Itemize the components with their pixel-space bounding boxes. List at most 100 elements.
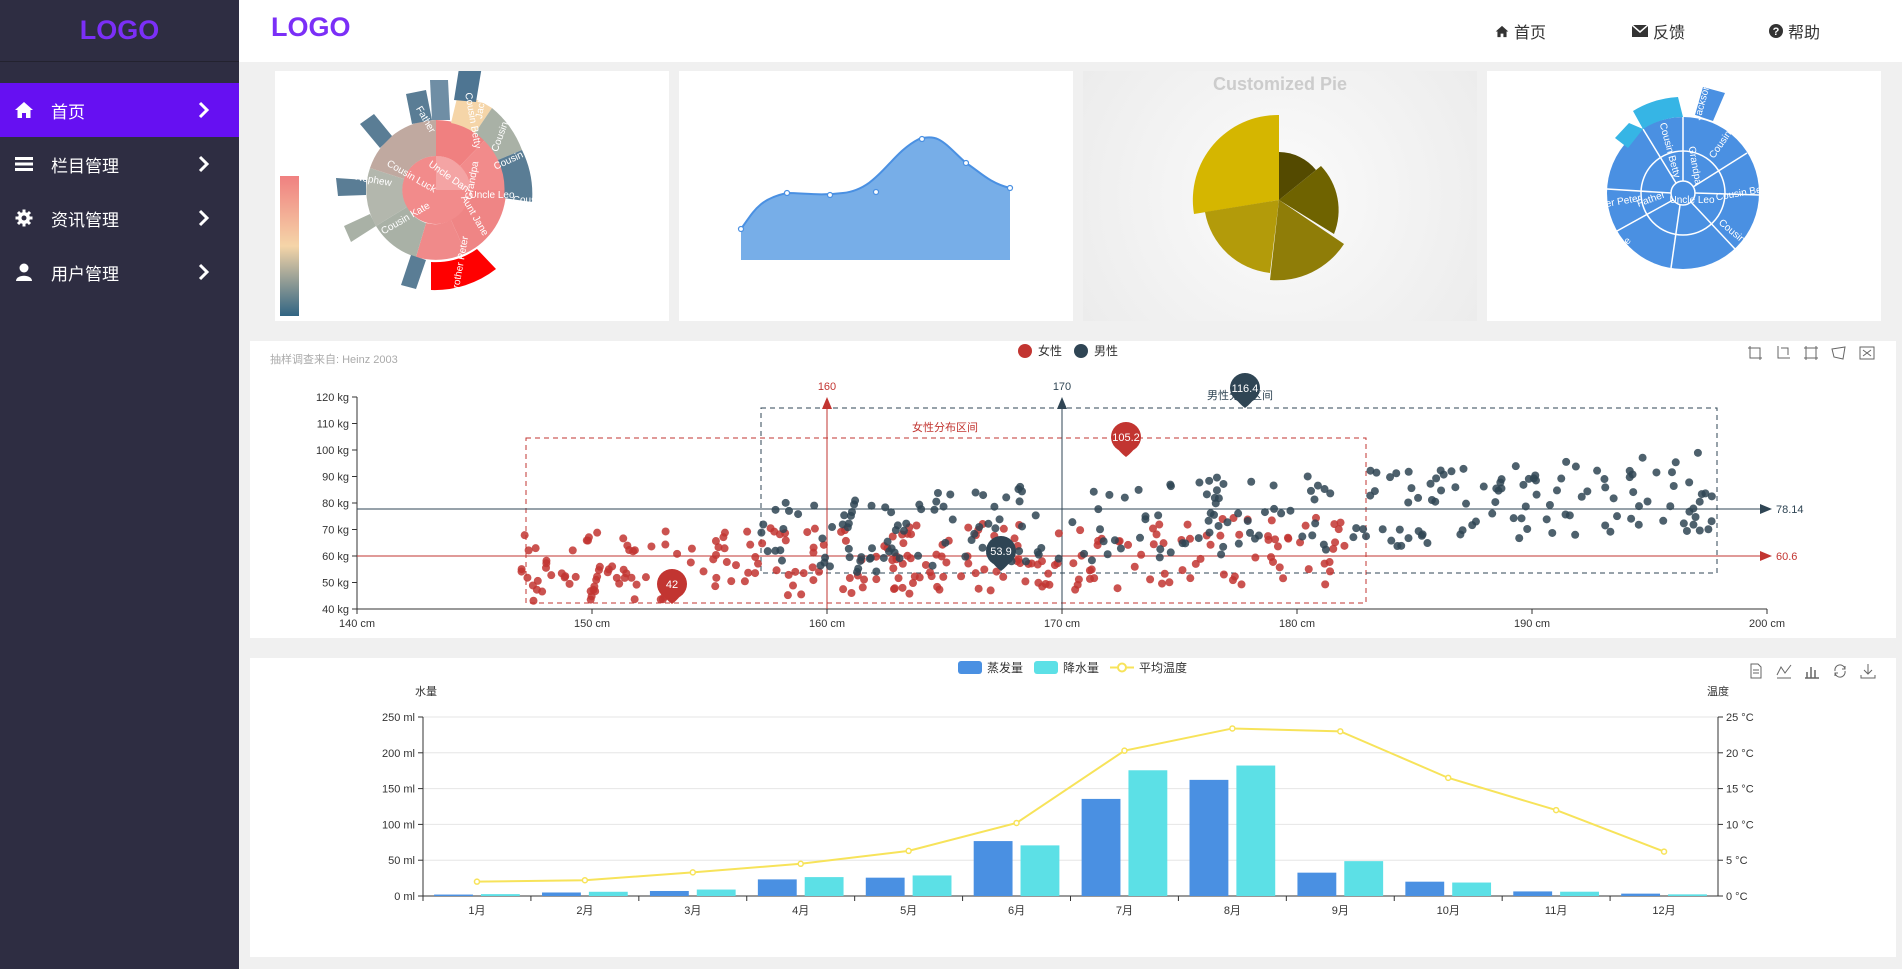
female-point[interactable]	[1158, 579, 1167, 588]
brush-clear-icon[interactable]	[1859, 345, 1877, 363]
nav-home[interactable]: 首页	[1495, 19, 1546, 43]
male-point[interactable]	[1166, 548, 1175, 557]
female-point[interactable]	[1283, 533, 1292, 542]
female-point[interactable]	[743, 527, 752, 536]
male-point[interactable]	[978, 543, 987, 552]
male-point[interactable]	[1068, 518, 1077, 527]
female-point[interactable]	[586, 587, 595, 596]
female-point[interactable]	[1074, 575, 1083, 584]
male-point[interactable]	[1372, 468, 1381, 477]
male-point[interactable]	[1685, 507, 1694, 516]
male-point[interactable]	[781, 498, 790, 507]
male-point[interactable]	[1577, 492, 1586, 501]
male-point[interactable]	[1212, 473, 1221, 482]
area-chart[interactable]	[679, 71, 1073, 321]
pie-chart[interactable]	[1083, 71, 1477, 321]
female-point[interactable]	[926, 568, 935, 577]
male-point[interactable]	[1308, 531, 1317, 540]
male-point[interactable]	[763, 547, 772, 556]
female-point[interactable]	[593, 528, 602, 537]
female-point[interactable]	[1216, 531, 1225, 540]
male-point[interactable]	[1116, 544, 1125, 553]
male-point[interactable]	[1195, 478, 1204, 487]
male-point[interactable]	[1269, 481, 1278, 490]
legend-label-male[interactable]: 男性	[1094, 344, 1119, 358]
male-point[interactable]	[1246, 528, 1255, 537]
female-point[interactable]	[1155, 520, 1164, 529]
male-point[interactable]	[984, 519, 993, 528]
female-point[interactable]	[1340, 541, 1349, 550]
female-point[interactable]	[641, 573, 650, 582]
female-point[interactable]	[1273, 542, 1282, 551]
restore-icon[interactable]	[1832, 663, 1850, 681]
male-point[interactable]	[933, 488, 942, 497]
male-point[interactable]	[816, 561, 825, 570]
male-point[interactable]	[1531, 476, 1540, 485]
male-point[interactable]	[1532, 490, 1541, 499]
female-point[interactable]	[858, 583, 867, 592]
male-point[interactable]	[1214, 494, 1223, 503]
male-point[interactable]	[1652, 468, 1661, 477]
female-point[interactable]	[1336, 518, 1345, 527]
male-point[interactable]	[866, 553, 875, 562]
male-point[interactable]	[1105, 490, 1114, 499]
female-point[interactable]	[964, 523, 973, 532]
evaporation-bar[interactable]	[757, 879, 797, 896]
female-point[interactable]	[1034, 578, 1043, 587]
temperature-point[interactable]	[1121, 747, 1128, 754]
male-point[interactable]	[1395, 525, 1404, 534]
male-point[interactable]	[915, 500, 924, 509]
female-point[interactable]	[803, 528, 812, 537]
precipitation-bar[interactable]	[1452, 882, 1492, 896]
female-point[interactable]	[957, 572, 966, 581]
male-point[interactable]	[1685, 478, 1694, 487]
male-point[interactable]	[895, 554, 904, 563]
male-point[interactable]	[928, 561, 937, 570]
female-point[interactable]	[1149, 540, 1158, 549]
female-point[interactable]	[1087, 565, 1096, 574]
male-point[interactable]	[1194, 534, 1203, 543]
male-point[interactable]	[784, 506, 793, 515]
male-point[interactable]	[1366, 466, 1375, 475]
precipitation-bar[interactable]	[1236, 765, 1276, 896]
female-point[interactable]	[1237, 580, 1246, 589]
male-point[interactable]	[975, 522, 984, 531]
male-point[interactable]	[1666, 502, 1675, 511]
legend-marker-female[interactable]	[1018, 343, 1032, 358]
female-point[interactable]	[841, 536, 850, 545]
male-point[interactable]	[1393, 542, 1402, 551]
female-point[interactable]	[1331, 538, 1340, 547]
female-point[interactable]	[839, 585, 848, 594]
male-point[interactable]	[818, 534, 827, 543]
male-point[interactable]	[879, 553, 888, 562]
female-point[interactable]	[686, 558, 695, 567]
female-point[interactable]	[1165, 578, 1174, 587]
male-point[interactable]	[1407, 484, 1416, 493]
female-point[interactable]	[517, 567, 526, 576]
male-point[interactable]	[1548, 528, 1557, 537]
male-point[interactable]	[1021, 557, 1030, 566]
female-point[interactable]	[1178, 566, 1187, 575]
female-point[interactable]	[1183, 520, 1192, 529]
nav-help[interactable]: ? 帮助	[1769, 19, 1820, 43]
male-point[interactable]	[1016, 482, 1025, 491]
female-point[interactable]	[1137, 550, 1146, 559]
male-point[interactable]	[1205, 476, 1214, 485]
female-point[interactable]	[1071, 585, 1080, 594]
male-point[interactable]	[1557, 474, 1566, 483]
legend-marker-evaporation[interactable]	[958, 661, 982, 674]
male-point[interactable]	[771, 505, 780, 514]
evaporation-bar[interactable]	[1081, 798, 1121, 896]
area-point[interactable]	[1006, 184, 1014, 192]
male-point[interactable]	[1695, 526, 1704, 535]
evaporation-bar[interactable]	[865, 877, 905, 896]
male-point[interactable]	[1509, 514, 1518, 523]
male-point[interactable]	[1286, 506, 1295, 515]
female-point[interactable]	[999, 524, 1008, 533]
male-point[interactable]	[1521, 502, 1530, 511]
female-point[interactable]	[661, 527, 670, 536]
female-point[interactable]	[720, 528, 729, 537]
female-point[interactable]	[1113, 584, 1122, 593]
male-point[interactable]	[1326, 489, 1335, 498]
male-point[interactable]	[990, 502, 999, 511]
